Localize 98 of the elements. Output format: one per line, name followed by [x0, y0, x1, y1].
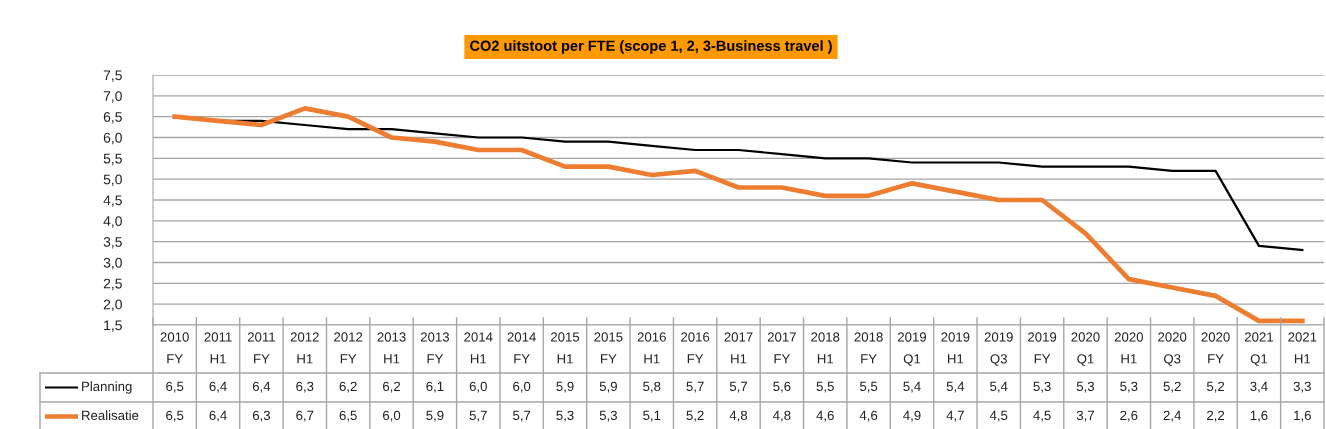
x-tick-label: 2020 Q3 [1158, 332, 1187, 366]
x-tick-label: 2019 Q1 [897, 332, 927, 366]
data-label: 5,3 [1076, 381, 1095, 393]
data-label: 6,0 [469, 381, 487, 393]
y-tick-label: 2,5 [103, 278, 122, 291]
x-tick-label: 2019 FY [1028, 332, 1057, 364]
data-label: 5,5 [859, 381, 878, 393]
x-tick-label: 2018 FY [854, 332, 883, 364]
data-label: 5,3 [1120, 381, 1138, 393]
data-label: 5,3 [556, 410, 574, 422]
data-label: 4,8 [773, 410, 791, 422]
data-label: 2,4 [1163, 410, 1181, 422]
y-tick-label: 6,5 [103, 112, 122, 124]
data-label: 1,6 [1250, 410, 1268, 422]
data-label: 5,1 [643, 410, 661, 422]
y-tick-label: 3,0 [103, 257, 122, 270]
x-tick-label: 2020 FY [1201, 332, 1230, 364]
x-tick-label: 2011 FY [247, 332, 275, 364]
y-tick-label: 7,0 [103, 91, 122, 103]
data-label: 3,4 [1250, 381, 1268, 393]
data-label: 5,3 [1033, 381, 1051, 393]
data-label: 6,4 [252, 381, 271, 393]
data-label: 6,7 [296, 410, 314, 422]
y-tick-label: 1,5 [104, 320, 122, 332]
data-label: 5,4 [990, 381, 1008, 393]
x-tick-label: 2014 FY [507, 332, 536, 364]
y-tick-label: 3,5 [103, 237, 122, 249]
data-label: 6,4 [209, 381, 227, 393]
data-label: 5,9 [556, 381, 574, 393]
x-tick-label: 2015 H1 [551, 332, 580, 364]
data-label: 6,2 [383, 381, 401, 393]
data-label: 4,5 [1033, 410, 1051, 422]
data-label: 5,3 [599, 410, 617, 422]
x-tick-label: 2021 Q1 [1244, 332, 1273, 366]
y-tick-label: 7,5 [103, 70, 122, 82]
data-label: 6,3 [252, 410, 271, 422]
data-label: 2,6 [1120, 410, 1138, 422]
data-label: 5,7 [469, 410, 487, 422]
data-label: 5,7 [686, 381, 704, 393]
legend-label: Planning [82, 381, 132, 394]
data-label: 4,6 [859, 410, 878, 422]
data-label: 5,8 [643, 381, 661, 393]
x-tick-label: 2011 H1 [204, 332, 232, 364]
data-label: 6,5 [166, 410, 184, 422]
x-tick-label: 2016 FY [681, 332, 710, 364]
x-tick-label: 2019 Q3 [984, 332, 1013, 366]
x-tick-label: 2017 H1 [724, 332, 753, 364]
legend-label: Realisatie [82, 410, 139, 421]
data-label: 4,8 [729, 410, 748, 422]
data-label: 3,7 [1076, 410, 1094, 422]
data-label: 5,4 [946, 381, 965, 393]
x-tick-label: 2018 H1 [811, 332, 840, 364]
data-label: 1,6 [1294, 410, 1311, 422]
data-label: 5,2 [1163, 381, 1181, 393]
data-label: 5,9 [599, 381, 617, 393]
data-label: 6,5 [339, 410, 357, 422]
y-tick-label: 4,0 [103, 216, 122, 228]
data-label: 6,3 [296, 381, 314, 393]
x-tick-label: 2012 FY [334, 332, 363, 364]
data-label: 6,0 [383, 410, 401, 422]
data-label: 2,2 [1207, 410, 1225, 422]
data-label: 6,0 [513, 381, 531, 393]
data-label: 6,5 [166, 381, 184, 393]
y-tick-label: 5,5 [103, 153, 122, 166]
data-label: 6,2 [339, 381, 357, 393]
data-label: 5,4 [903, 381, 921, 393]
data-label: 5,2 [686, 410, 704, 422]
y-tick-label: 5,0 [103, 174, 122, 186]
x-tick-label: 2021 H1 [1288, 332, 1317, 364]
data-label: 6,4 [209, 410, 227, 422]
data-label: 4,7 [946, 410, 964, 422]
data-label: 5,2 [1206, 381, 1225, 393]
x-tick-label: 2016 H1 [637, 332, 666, 364]
data-label: 5,7 [513, 410, 531, 422]
x-tick-label: 2020 Q1 [1071, 332, 1100, 366]
data-label: 5,9 [426, 410, 444, 422]
data-label: 3,3 [1293, 381, 1311, 393]
data-label: 5,6 [773, 381, 791, 393]
x-tick-label: 2015 FY [594, 332, 623, 364]
data-label: 4,5 [989, 410, 1008, 422]
data-label: 6,1 [426, 381, 444, 393]
line-series [172, 105, 1305, 324]
x-tick-label: 2017 FY [767, 332, 796, 364]
y-tick-label: 2,0 [103, 299, 122, 311]
x-tick-label: 2012 H1 [290, 332, 319, 364]
y-tick-label: 4,5 [103, 195, 122, 207]
y-tick-label: 6,0 [103, 132, 122, 145]
x-tick-label: 2013 FY [420, 332, 450, 364]
data-label: 5,7 [729, 381, 748, 393]
data-label: 5,5 [816, 381, 834, 393]
x-tick-label: 2019 H1 [941, 332, 970, 364]
x-tick-label: 2010 FY [160, 332, 189, 364]
x-tick-label: 2013 H1 [377, 332, 406, 364]
chart-title: CO2 uitstoot per FTE (scope 1, 2, 3-Business travel ) [470, 40, 832, 54]
data-label: 4,9 [903, 410, 921, 422]
data-label: 4,6 [816, 410, 834, 422]
x-tick-label: 2014 H1 [464, 332, 493, 364]
x-tick-label: 2020 H1 [1114, 332, 1143, 364]
